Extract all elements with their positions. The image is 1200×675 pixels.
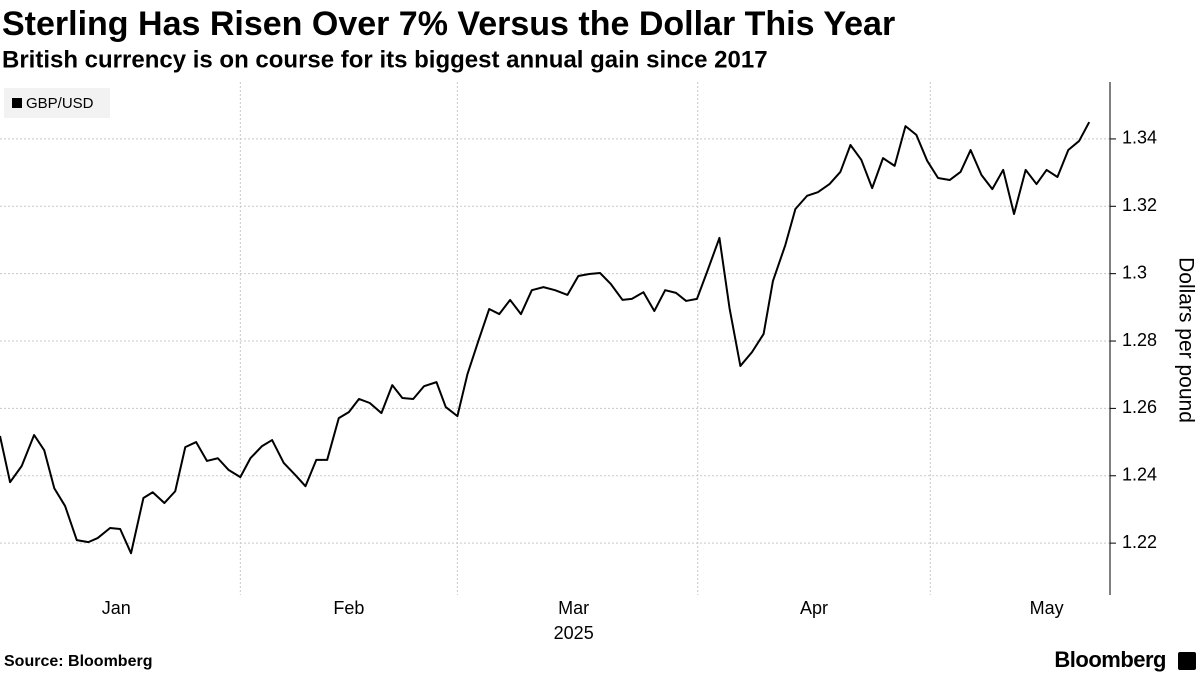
y-tick-label: 1.24	[1122, 465, 1157, 485]
source: Source: Bloomberg	[4, 653, 152, 670]
x-year-label: 2025	[554, 623, 594, 643]
x-tick-label: Mar	[558, 598, 589, 618]
chart-subtitle: British currency is on course for its bi…	[2, 46, 768, 73]
x-tick-label: Feb	[333, 598, 364, 618]
y-axis-label: Dollars per pound	[1174, 257, 1197, 423]
y-tick-label: 1.3	[1122, 262, 1147, 282]
line-series	[0, 121, 1091, 555]
y-tick-label: 1.34	[1122, 128, 1157, 148]
x-tick-label: Apr	[800, 598, 828, 618]
chart-title: Sterling Has Risen Over 7% Versus the Do…	[2, 5, 895, 43]
y-tick-label: 1.32	[1122, 195, 1157, 215]
legend-swatch	[12, 98, 22, 108]
brand-icon	[1178, 652, 1196, 670]
x-tick-label: Jan	[102, 598, 131, 618]
y-tick-label: 1.22	[1122, 532, 1157, 552]
legend-label: GBP/USD	[26, 95, 94, 112]
y-tick-label: 1.26	[1122, 397, 1157, 417]
brand: Bloomberg	[1054, 647, 1166, 672]
y-tick-label: 1.28	[1122, 330, 1157, 350]
x-tick-label: May	[1030, 598, 1064, 618]
